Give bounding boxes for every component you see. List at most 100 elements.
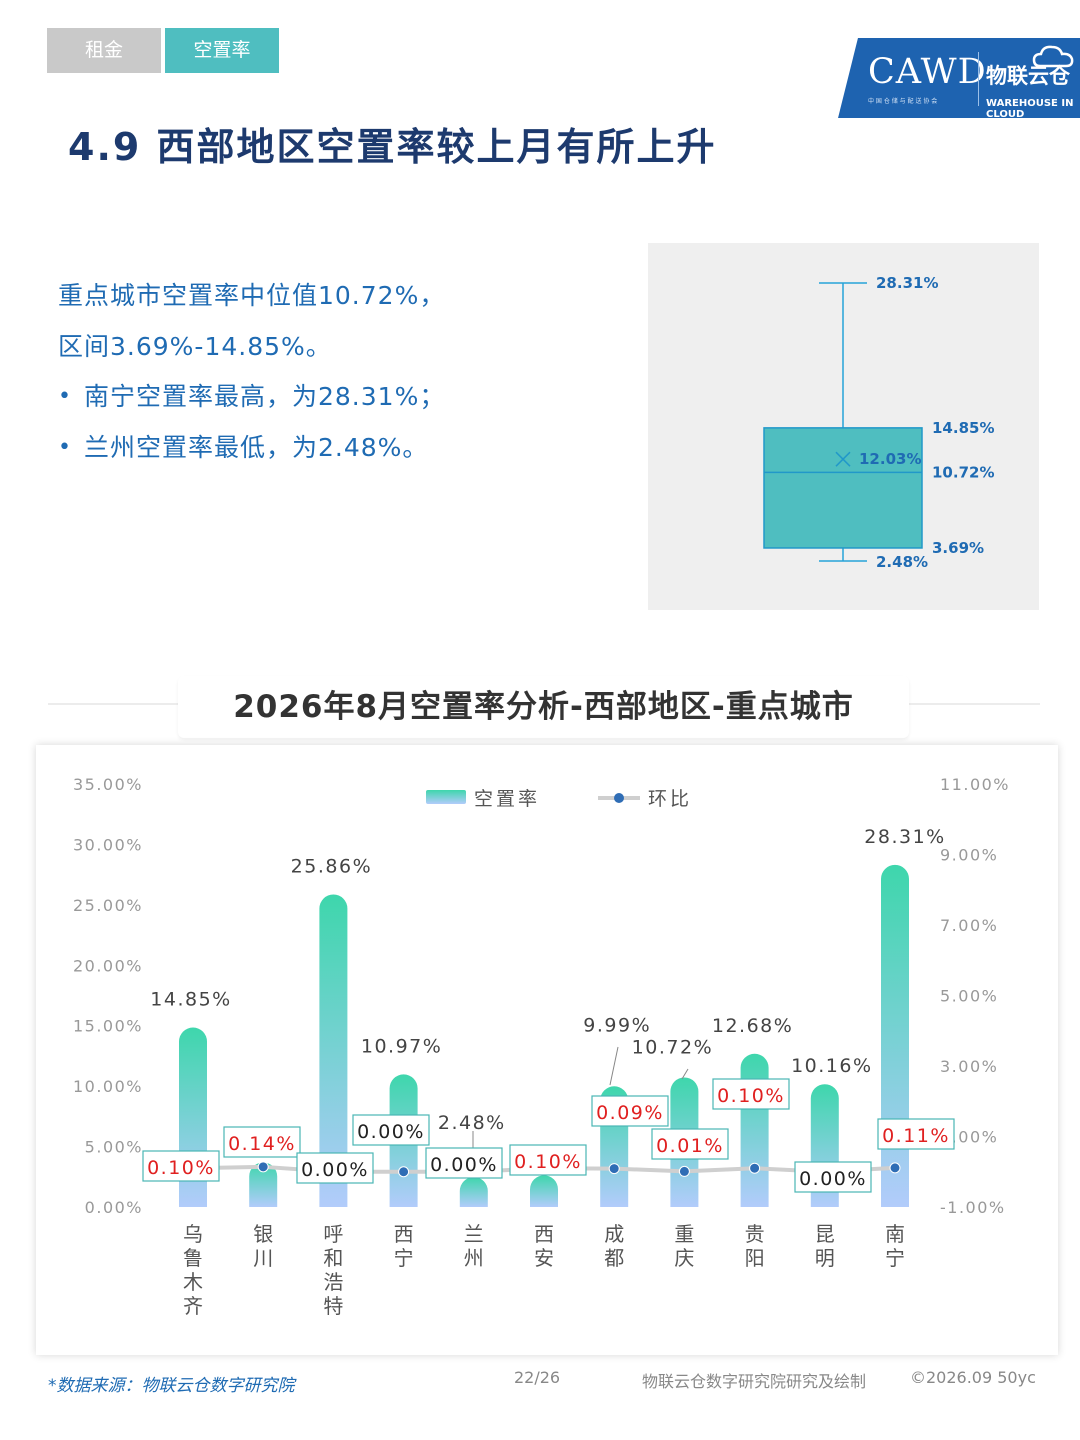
legend-bar-label: 空置率 bbox=[474, 788, 540, 810]
tab-vacancy[interactable]: 空置率 bbox=[165, 28, 279, 73]
mom-point bbox=[257, 1161, 269, 1173]
x-category-label: 西 bbox=[394, 1222, 414, 1246]
mom-value-label: 0.00% bbox=[352, 1114, 430, 1146]
x-category-label: 西 bbox=[534, 1222, 554, 1246]
mom-label-box bbox=[352, 1114, 430, 1146]
mom-label-text: 0.00% bbox=[301, 1159, 369, 1181]
y-left-tick-label: 35.00% bbox=[73, 775, 143, 794]
x-category-label: 昆 bbox=[815, 1222, 835, 1246]
chart-legend: 空置率 环比 bbox=[426, 788, 692, 810]
mom-label-box bbox=[223, 1126, 301, 1158]
boxplot-median-label: 10.72% bbox=[932, 463, 994, 481]
mom-point bbox=[608, 1163, 620, 1175]
page-title: 4.9 西部地区空置率较上月有所上升 bbox=[68, 125, 717, 169]
mom-value-label: 0.01% bbox=[651, 1128, 729, 1160]
chart-card: 0.00% 5.00% 10.00% 15.00% 20.00% 25.00% 30.00%… bbox=[36, 745, 1058, 1355]
x-category-label: 川 bbox=[253, 1246, 273, 1270]
logo-association-text: 中 国 仓 储 与 配 送 协 会 bbox=[868, 98, 938, 105]
bar-呼和浩特 bbox=[319, 894, 348, 1207]
x-category-label: 安 bbox=[534, 1246, 554, 1270]
y-right-tick-label: 3.00% bbox=[940, 1057, 998, 1076]
mom-label-text: 0.11% bbox=[882, 1125, 950, 1147]
mom-value-label: 0.14% bbox=[223, 1126, 301, 1158]
bar-西安 bbox=[530, 1175, 558, 1207]
x-category-label: 呼 bbox=[323, 1222, 343, 1246]
bar-value-label: 25.86% bbox=[291, 855, 372, 877]
mom-label-box bbox=[794, 1161, 872, 1193]
mom-label-box bbox=[591, 1095, 669, 1127]
mom-value-label: 0.10% bbox=[509, 1144, 587, 1176]
mom-label-box bbox=[651, 1128, 729, 1160]
vacancy-bar-line-chart: 0.00% 5.00% 10.00% 15.00% 20.00% 25.00% 30.00%… bbox=[73, 775, 1010, 1318]
mom-point bbox=[749, 1162, 761, 1174]
mom-label-box bbox=[142, 1150, 220, 1182]
mom-value-label: 0.00% bbox=[794, 1161, 872, 1193]
data-source: *数据来源：物联云仓数字研究院 bbox=[48, 1376, 295, 1396]
mom-value-label: 0.10% bbox=[712, 1078, 790, 1110]
line-value-labels: 0.10%0.14%0.00%0.00%0.00% 0.10%0.09%0.01%… bbox=[142, 1078, 955, 1193]
bar-南宁 bbox=[881, 864, 909, 1207]
logo-slant-decoration bbox=[834, 38, 858, 118]
boxplot-max-label: 28.31% bbox=[876, 274, 938, 292]
mom-label-text: 0.10% bbox=[514, 1151, 582, 1173]
y-right-tick-label: 9.00% bbox=[940, 846, 998, 865]
x-category-label: 重 bbox=[674, 1222, 694, 1246]
boxplot-chart: 28.31% 14.85% 12.03% 10.72% 3.69% 2.48% bbox=[763, 274, 994, 571]
y-left-tick-label: 25.00% bbox=[73, 896, 143, 915]
summary-highest-text: 南宁空置率最高，为28.31%； bbox=[84, 382, 446, 411]
boxplot-panel: 28.31% 14.85% 12.03% 10.72% 3.69% 2.48% bbox=[648, 243, 1039, 610]
summary-range: 区间3.69%-14.85%。 bbox=[58, 331, 332, 361]
cawd-logo: CAWD 中 国 仓 储 与 配 送 协 会 物联云仓 WAREHOUSE IN… bbox=[834, 38, 1080, 118]
legend-line-label: 环比 bbox=[648, 788, 692, 810]
summary-bullet-highest: • 南宁空置率最高，为28.31%； bbox=[58, 377, 618, 428]
logo-brand-text: 物联云仓 bbox=[986, 64, 1070, 88]
mom-value-label: 0.09% bbox=[591, 1095, 669, 1127]
x-category-label: 木 bbox=[183, 1270, 203, 1294]
mom-value-label: 0.11% bbox=[877, 1118, 955, 1150]
legend-bar-swatch bbox=[426, 790, 466, 804]
y-right-tick-label: 5.00% bbox=[940, 987, 998, 1006]
x-category-label: 都 bbox=[604, 1246, 624, 1270]
x-category-label: 鲁 bbox=[183, 1246, 203, 1270]
mom-label-text: 0.00% bbox=[357, 1121, 425, 1143]
mom-point bbox=[678, 1165, 690, 1177]
bar-value-label: 10.72% bbox=[632, 1036, 713, 1058]
cloud-icon bbox=[1032, 45, 1074, 68]
summary-median: 重点城市空置率中位值10.72%， bbox=[58, 281, 446, 310]
page-number: 22/26 bbox=[514, 1368, 561, 1387]
mom-point bbox=[889, 1162, 901, 1174]
x-category-label: 阳 bbox=[745, 1246, 765, 1270]
y-left-tick-label: 15.00% bbox=[73, 1017, 143, 1036]
y-right-tick-label: 11.00% bbox=[940, 775, 1010, 794]
bar-label-leader bbox=[681, 1068, 689, 1080]
mom-point bbox=[398, 1166, 410, 1178]
tab-rent[interactable]: 租金 bbox=[47, 28, 161, 73]
x-category-label: 宁 bbox=[394, 1246, 414, 1270]
summary-text: 重点城市空置率中位值10.72%， 区间3.69%-14.85%。 • 南宁空置… bbox=[58, 276, 618, 478]
mom-label-text: 0.14% bbox=[228, 1133, 296, 1155]
bar-value-label: 12.68% bbox=[712, 1015, 793, 1037]
x-category-label: 成 bbox=[604, 1222, 624, 1246]
bar-value-label: 2.48% bbox=[438, 1112, 506, 1134]
mom-label-box bbox=[877, 1118, 955, 1150]
summary-lowest-text: 兰州空置率最低，为2.48%。 bbox=[84, 432, 429, 462]
boxplot-mean-label: 12.03% bbox=[859, 450, 921, 468]
legend-line-point bbox=[614, 793, 624, 803]
bar-value-label: 28.31% bbox=[864, 826, 945, 848]
copyright-text: ©2026.09 50yc bbox=[910, 1368, 1036, 1387]
mom-label-box bbox=[509, 1144, 587, 1176]
y-left-tick-label: 5.00% bbox=[85, 1138, 143, 1157]
x-category-label: 南 bbox=[885, 1222, 905, 1246]
mom-value-label: 0.10% bbox=[142, 1150, 220, 1182]
mom-label-text: 0.00% bbox=[430, 1154, 498, 1176]
x-category-label: 贵 bbox=[745, 1222, 765, 1246]
credit-text: 物联云仓数字研究院研究及绘制 bbox=[642, 1372, 867, 1391]
boxplot-q3-label: 14.85% bbox=[932, 419, 994, 437]
x-category-label: 浩 bbox=[323, 1270, 343, 1294]
mom-label-text: 0.10% bbox=[717, 1085, 785, 1107]
bullet-icon: • bbox=[58, 434, 72, 460]
bar-兰州 bbox=[459, 1177, 488, 1207]
y-axis-right: -1.00%1.00%3.00%5.00%7.00%9.00%11.00% bbox=[940, 775, 1010, 1217]
bar-value-label: 14.85% bbox=[150, 989, 231, 1011]
